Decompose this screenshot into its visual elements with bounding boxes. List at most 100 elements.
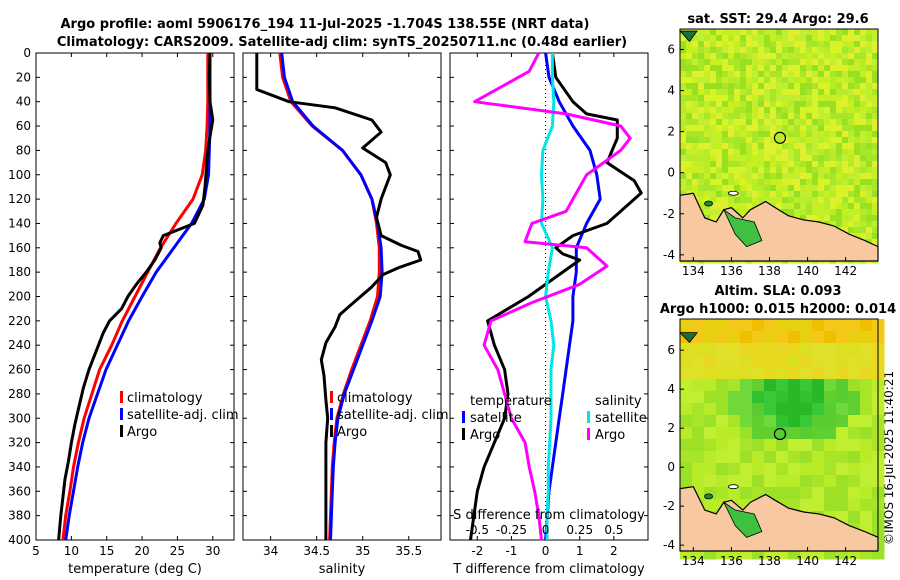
map-cell	[686, 167, 693, 174]
map-cell	[752, 179, 759, 186]
map-cell	[812, 179, 819, 186]
map-cell	[848, 439, 861, 452]
map-cell	[812, 379, 825, 392]
figure-title-line2: Climatology: CARS2009. Satellite-adj cli…	[57, 35, 627, 50]
map-cell	[752, 131, 759, 138]
map-cell	[860, 331, 873, 344]
map-cell	[872, 113, 879, 120]
map-cell	[824, 41, 831, 48]
map-cell	[740, 391, 753, 404]
map-cell	[866, 191, 873, 198]
map-cell	[848, 499, 861, 512]
map-cell	[692, 319, 705, 332]
map-cell	[728, 427, 741, 440]
map-cell	[752, 83, 759, 90]
map-cell	[800, 95, 807, 102]
map-cell	[842, 95, 849, 102]
y-tick-label: -2	[663, 207, 675, 221]
map-cell	[764, 167, 771, 174]
map-cell	[872, 185, 879, 192]
map-cell	[758, 167, 765, 174]
map-cell	[704, 179, 711, 186]
map-cell	[782, 203, 789, 210]
map-cell	[698, 71, 705, 78]
map-cell	[812, 185, 819, 192]
map-cell	[740, 203, 747, 210]
map-cell	[692, 343, 705, 356]
map-cell	[704, 191, 711, 198]
map-cell	[812, 203, 819, 210]
map-cell	[722, 131, 729, 138]
map-cell	[872, 221, 879, 228]
map-cell	[704, 475, 717, 488]
map-cell	[740, 197, 747, 204]
map-cell	[794, 179, 801, 186]
map-cell	[758, 155, 765, 162]
map-cell	[812, 331, 825, 344]
map-cell	[740, 463, 753, 476]
map-cell	[830, 215, 837, 222]
map-cell	[866, 35, 873, 42]
map-cell	[752, 161, 759, 168]
map-cell	[836, 35, 843, 42]
map-cell	[860, 53, 867, 60]
map-cell	[836, 149, 843, 156]
map-cell	[854, 41, 861, 48]
map-cell	[740, 83, 747, 90]
map-cell	[710, 59, 717, 66]
map-cell	[866, 131, 873, 138]
map-cell	[848, 77, 855, 84]
map-cell	[752, 167, 759, 174]
y-tick-label: 2	[667, 125, 675, 139]
map-cell	[824, 319, 837, 332]
map-cell	[788, 77, 795, 84]
map-cell	[770, 59, 777, 66]
map-cell	[764, 367, 777, 380]
map-cell	[824, 29, 831, 36]
map-cell	[710, 95, 717, 102]
map-cell	[812, 215, 819, 222]
map-cell	[830, 191, 837, 198]
map-cell	[680, 475, 693, 488]
map-cell	[794, 137, 801, 144]
map-cell	[728, 41, 735, 48]
map-cell	[818, 197, 825, 204]
map-cell	[710, 137, 717, 144]
land-shape	[679, 486, 879, 552]
map-cell	[854, 47, 861, 54]
map-cell	[800, 77, 807, 84]
map-cell	[854, 77, 861, 84]
map-cell	[728, 107, 735, 114]
map-cell	[716, 83, 723, 90]
map-cell	[764, 427, 777, 440]
map-cell	[722, 113, 729, 120]
map-cell	[692, 83, 699, 90]
x-tick-label: 136	[720, 264, 743, 278]
map-cell	[854, 143, 861, 150]
map-cell	[794, 185, 801, 192]
x-tick-label: -1	[505, 544, 517, 558]
map-cell	[722, 71, 729, 78]
map-cell	[782, 125, 789, 132]
map-cell	[764, 119, 771, 126]
legend-entry: climatology	[337, 391, 413, 406]
map-cell	[848, 71, 855, 78]
map-cell	[788, 41, 795, 48]
map-cell	[704, 53, 711, 60]
map-cell	[716, 119, 723, 126]
map-cell	[704, 71, 711, 78]
map-cell	[860, 367, 873, 380]
map-cell	[716, 179, 723, 186]
map-cell	[848, 47, 855, 54]
map-cell	[752, 185, 759, 192]
map-cell	[716, 463, 729, 476]
map-cell	[860, 89, 867, 96]
map-cell	[794, 71, 801, 78]
map-cell	[830, 221, 837, 228]
land-shape	[679, 192, 879, 262]
map-cell	[710, 161, 717, 168]
map-cell	[788, 137, 795, 144]
map-cell	[776, 161, 783, 168]
map-cell	[728, 197, 735, 204]
map-cell	[770, 53, 777, 60]
